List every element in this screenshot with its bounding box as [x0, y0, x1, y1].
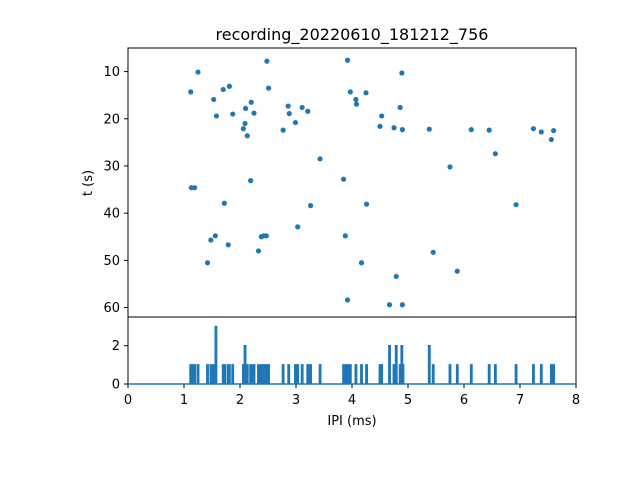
scatter-point	[363, 90, 369, 96]
scatter-point	[317, 156, 323, 162]
scatter-point	[195, 69, 201, 75]
scatter-point	[226, 83, 232, 89]
chart-title: recording_20220610_181212_756	[216, 25, 489, 45]
scatter-point	[363, 201, 370, 207]
x-tick-label: 8	[572, 393, 580, 408]
scatter-point	[220, 86, 226, 93]
scatter-point	[447, 164, 453, 170]
scatter-point	[342, 233, 348, 239]
scatter-point	[230, 111, 236, 117]
x-axis-label: IPI (ms)	[327, 414, 376, 429]
scatter-point	[430, 249, 436, 255]
x-tick-label: 4	[348, 393, 356, 408]
scatter-point	[399, 70, 405, 76]
scatter-point	[264, 58, 270, 64]
scatter-point	[192, 185, 198, 191]
scatter-point	[280, 127, 286, 133]
scatter-point	[292, 119, 299, 126]
scatter-point	[353, 101, 360, 107]
scatter-point	[344, 57, 351, 63]
scatter-point	[391, 125, 397, 131]
scatter-point	[358, 260, 365, 266]
scatter-point	[353, 96, 359, 103]
scatter-point	[212, 233, 218, 239]
scatter-point	[211, 96, 217, 103]
x-tick-label: 3	[292, 393, 300, 408]
scatter-point	[399, 127, 405, 133]
y-tick-label: 20	[103, 112, 120, 127]
scatter-point	[386, 302, 393, 308]
scatter-point	[399, 302, 405, 308]
scatter-point	[305, 108, 311, 114]
scatter-point	[213, 113, 220, 119]
scatter-axes: 10 20 30 40 50 60 t (s)	[81, 47, 577, 318]
x-tick-label: 5	[404, 393, 412, 408]
scatter-point	[255, 248, 262, 254]
scatter-point	[513, 202, 519, 208]
scatter-point	[538, 129, 544, 135]
scatter-point	[263, 233, 269, 239]
hist-y-tick-label: 0	[112, 378, 120, 393]
scatter-point	[344, 297, 351, 303]
scatter-point	[454, 268, 460, 274]
scatter-point	[188, 89, 194, 95]
scatter-point	[307, 203, 314, 209]
scatter-point	[397, 104, 403, 111]
scatter-point	[548, 136, 554, 143]
scatter-point	[221, 200, 227, 206]
scatter-points	[188, 57, 557, 308]
scatter-point	[225, 242, 231, 248]
y-tick-label: 60	[103, 301, 120, 316]
x-tick-label: 1	[180, 393, 188, 408]
scatter-point	[265, 85, 272, 91]
scatter-point	[243, 105, 249, 112]
scatter-point	[492, 151, 498, 157]
y-tick-label: 50	[103, 254, 120, 269]
scatter-point	[251, 110, 257, 116]
scatter-y-ticks: 10 20 30 40 50 60	[103, 65, 128, 316]
x-tick-label: 7	[516, 393, 524, 408]
y-axis-label: t (s)	[81, 170, 96, 196]
scatter-point	[204, 260, 211, 266]
scatter-point	[426, 126, 432, 132]
x-tick-label: 6	[460, 393, 468, 408]
y-tick-label: 30	[103, 159, 120, 174]
scatter-point	[244, 133, 250, 139]
x-tick-label: 2	[236, 393, 244, 408]
y-tick-label: 10	[103, 65, 120, 80]
scatter-point	[486, 127, 492, 133]
scatter-point	[295, 224, 301, 230]
scatter-point	[393, 273, 399, 280]
x-tick-label: 0	[124, 393, 132, 408]
y-tick-label: 40	[103, 207, 120, 222]
scatter-point	[341, 176, 347, 182]
scatter-point	[248, 178, 254, 184]
histogram-y-ticks: 02	[112, 339, 128, 393]
histogram-line	[128, 325, 576, 385]
scatter-point	[285, 103, 291, 109]
scatter-point	[286, 110, 292, 117]
scatter-point	[299, 104, 305, 111]
scatter-point	[208, 237, 214, 243]
scatter-point	[530, 126, 537, 132]
hist-y-tick-label: 2	[112, 339, 120, 354]
scatter-point	[240, 126, 246, 132]
scatter-point	[377, 123, 383, 129]
scatter-point	[347, 89, 353, 95]
scatter-point	[248, 99, 254, 105]
histogram-x-ticks: 0 1 2 3 4 5 6 7 8	[124, 384, 580, 408]
scatter-point	[242, 120, 248, 127]
scatter-point	[468, 127, 474, 133]
scatter-point	[551, 127, 557, 134]
scatter-point	[379, 113, 385, 119]
